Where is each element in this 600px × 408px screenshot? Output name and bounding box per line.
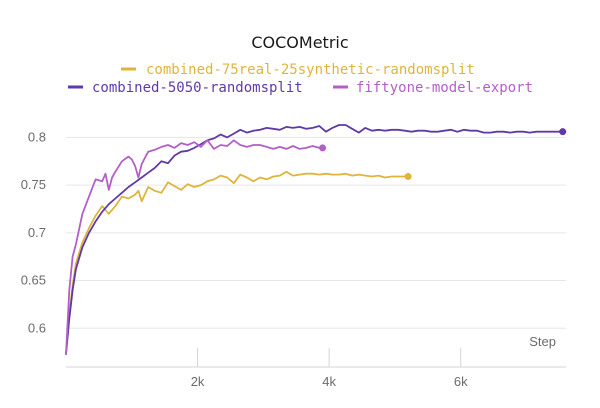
series-end-point-2[interactable]	[319, 144, 327, 152]
y-tick-label: 0.75	[21, 177, 46, 192]
chart-title: COCOMetric	[251, 33, 348, 52]
series-end-point-0[interactable]	[404, 173, 412, 181]
y-tick-label: 0.65	[21, 273, 46, 288]
legend-item-0[interactable]: combined-75real-25synthetic-randomsplit	[121, 62, 475, 78]
x-tick-label: 4k	[322, 374, 336, 389]
legend-label-1: combined-5050-randomsplit	[92, 80, 303, 96]
legend-label-2: fiftyone-model-export	[356, 80, 533, 96]
x-tick-label: 2k	[191, 374, 205, 389]
y-axis-ticks: 0.6 0.65 0.7 0.75 0.8	[21, 129, 46, 335]
series-line-0[interactable]	[65, 170, 410, 355]
grid	[66, 136, 566, 329]
legend-item-2[interactable]: fiftyone-model-export	[333, 80, 533, 96]
series-line-1[interactable]	[65, 124, 564, 355]
x-axis-label: Step	[529, 334, 556, 349]
x-axis-ticks: 2k 4k 6k	[191, 348, 468, 389]
legend[interactable]: combined-75real-25synthetic-randomsplit …	[68, 62, 533, 96]
series-line-2[interactable]	[65, 139, 324, 355]
y-tick-label: 0.8	[28, 129, 46, 144]
y-tick-label: 0.7	[28, 225, 46, 240]
x-tick-label: 6k	[454, 374, 468, 389]
y-tick-label: 0.6	[28, 320, 46, 335]
legend-label-0: combined-75real-25synthetic-randomsplit	[146, 62, 475, 78]
series-lines[interactable]	[65, 124, 567, 355]
series-end-point-1[interactable]	[559, 128, 567, 136]
legend-item-1[interactable]: combined-5050-randomsplit	[68, 80, 303, 96]
